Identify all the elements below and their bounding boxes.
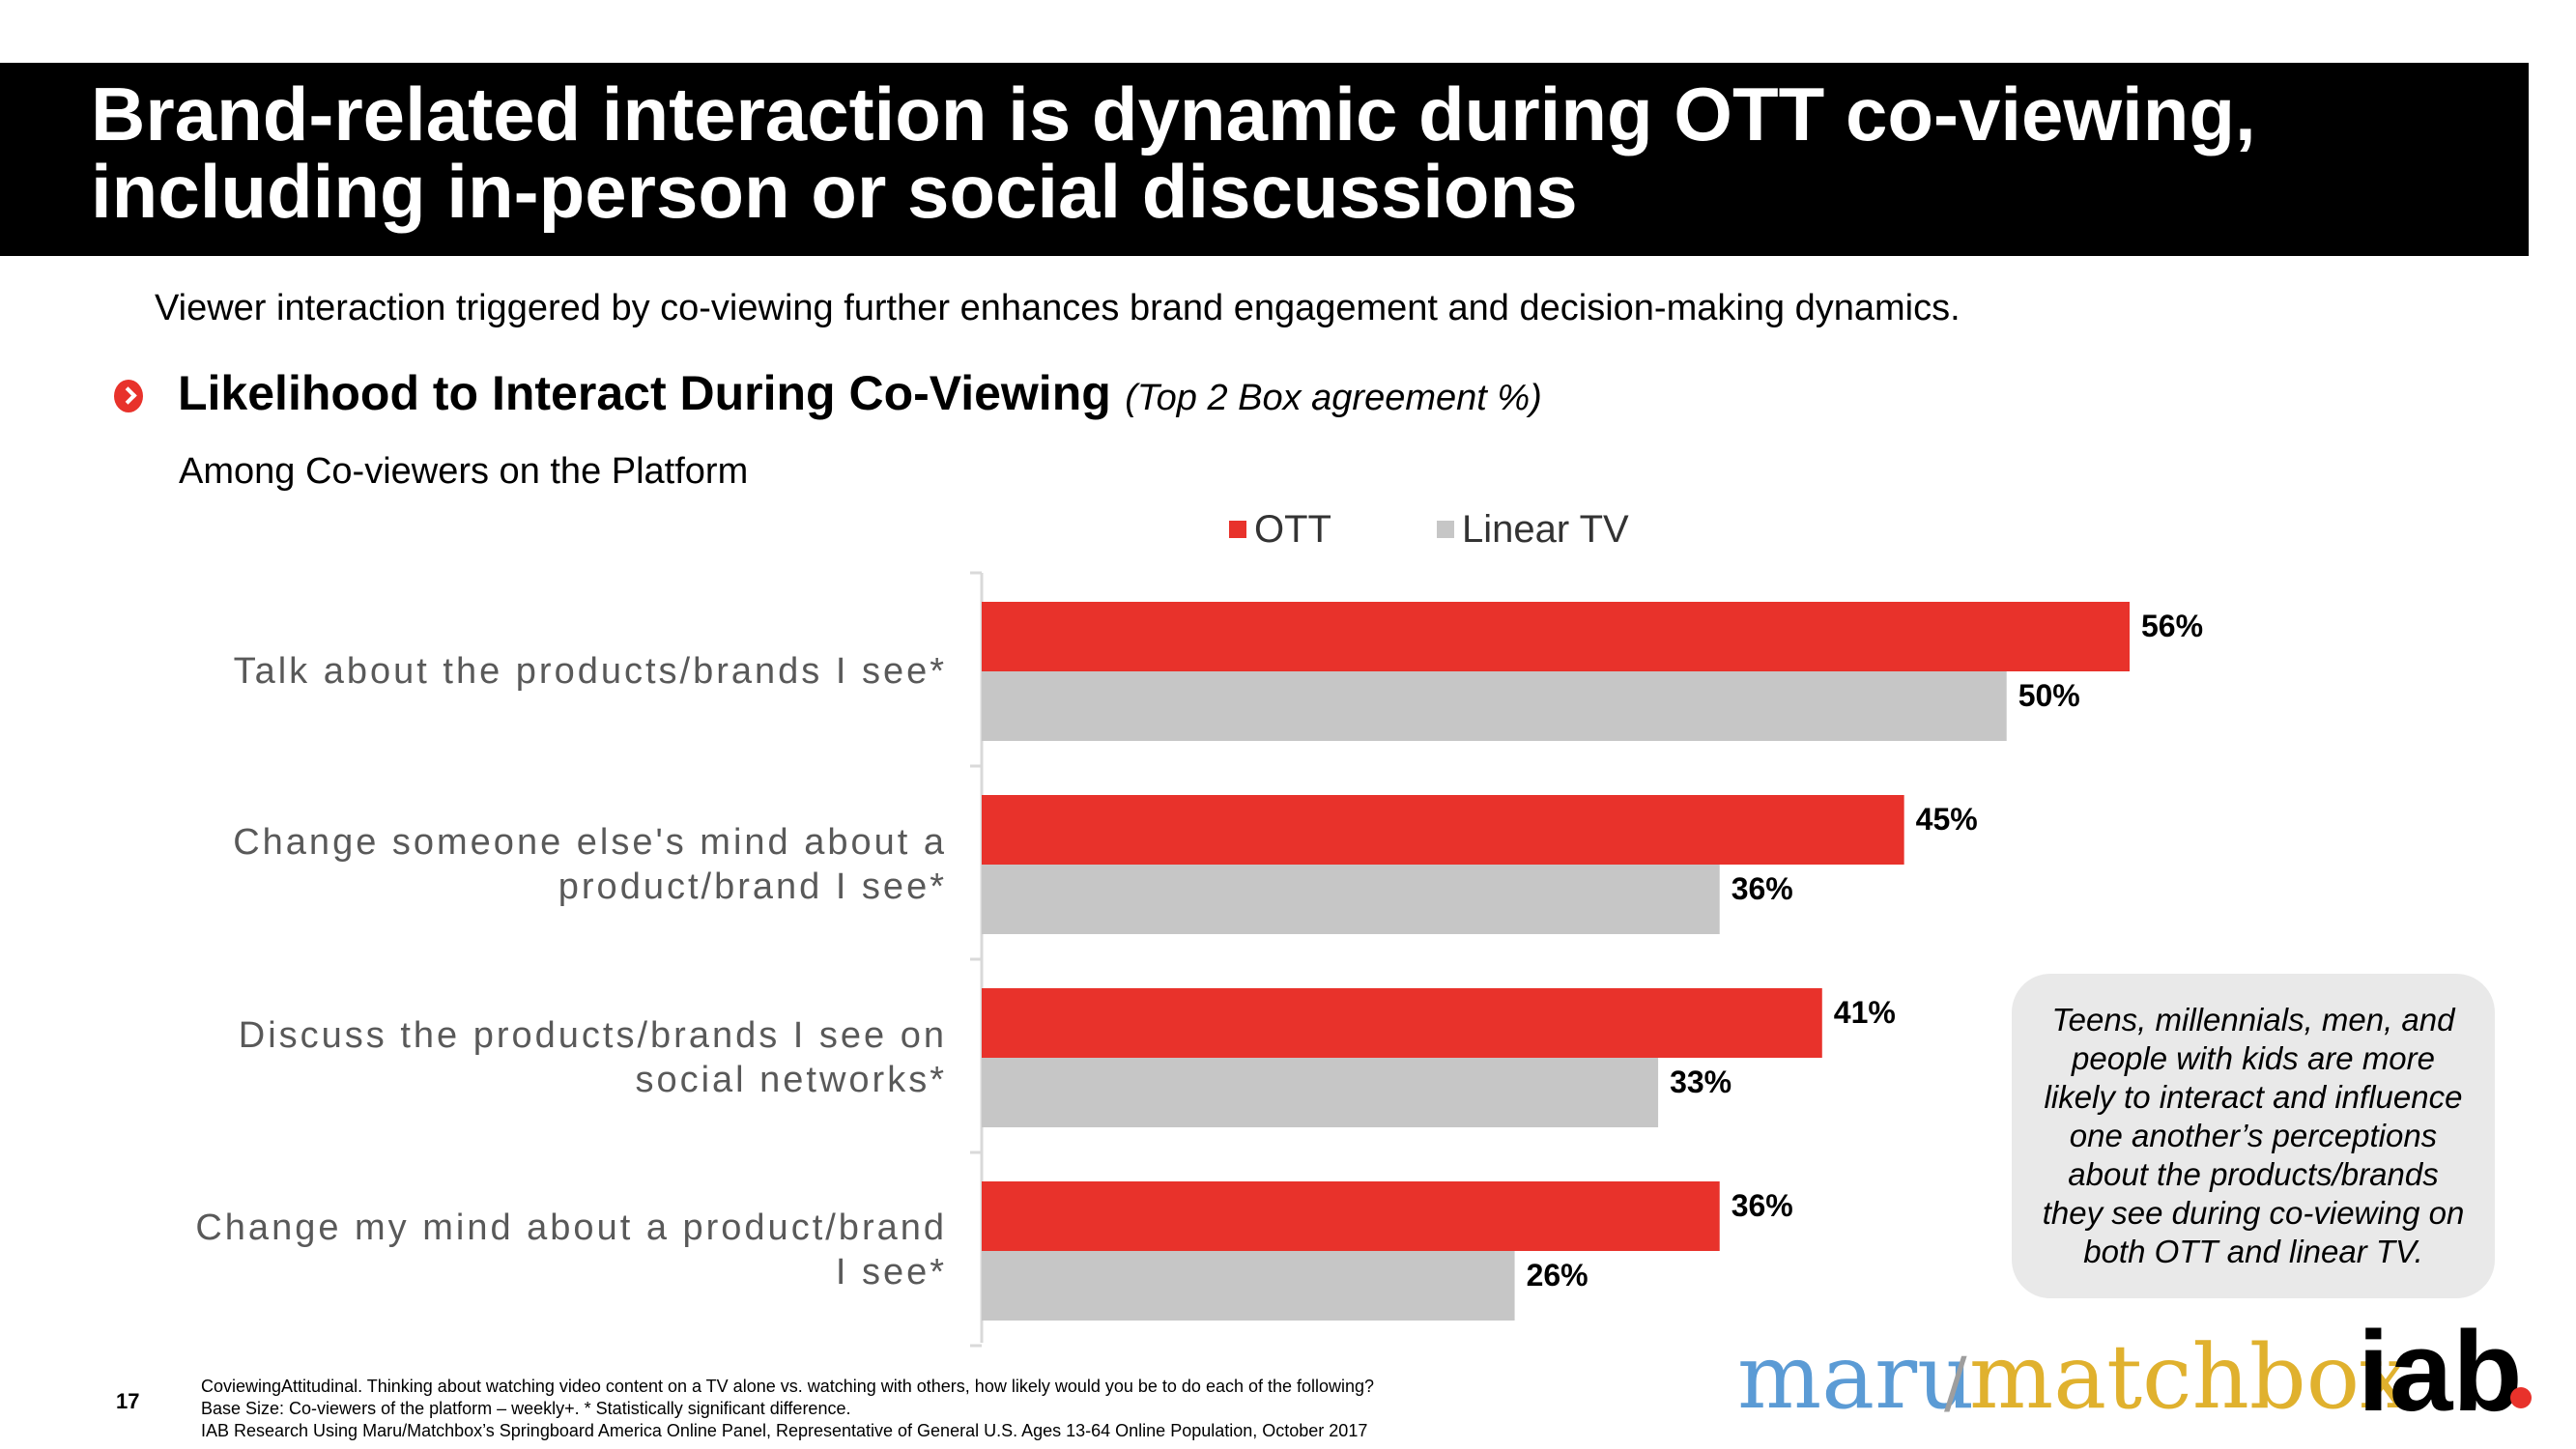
legend-swatch-linear — [1437, 521, 1454, 538]
maru-logo: maru — [1737, 1325, 1975, 1429]
legend-item-ott: OTT — [1229, 508, 1331, 551]
bar-ott — [982, 988, 1822, 1058]
page-subtitle: Viewer interaction triggered by co-viewi… — [155, 288, 1961, 328]
page-title: Brand-related interaction is dynamic dur… — [91, 75, 2506, 230]
title-line-1: Brand-related interaction is dynamic dur… — [91, 71, 2256, 156]
data-label: 50% — [2018, 678, 2080, 713]
data-label: 36% — [1732, 1188, 1793, 1223]
data-label: 36% — [1732, 871, 1793, 906]
logo-slash: / — [1944, 1343, 1967, 1422]
bar-linear — [982, 671, 2007, 741]
section-title-main: Likelihood to Interact During Co-Viewing — [178, 366, 1111, 420]
base-label: Among Co-viewers on the Platform — [179, 451, 749, 492]
section-title: Likelihood to Interact During Co-Viewing… — [178, 365, 1542, 421]
page-number: 17 — [116, 1389, 140, 1413]
bar-linear — [982, 1058, 1659, 1127]
matchbox-logo: matchbox — [1969, 1325, 2411, 1429]
callout-box: Teens, millennials, men, and people with… — [2012, 974, 2495, 1298]
iab-logo-dot — [2510, 1387, 2532, 1408]
chevron-bullet-icon — [114, 380, 143, 412]
footnote-question: CoviewingAttitudinal. Thinking about wat… — [201, 1377, 1375, 1396]
legend-label-linear: Linear TV — [1462, 507, 1629, 551]
data-label: 26% — [1527, 1258, 1589, 1293]
bar-ott — [982, 602, 2130, 671]
bar-linear — [982, 1251, 1515, 1321]
category-label: Talk about the products/brands I see* — [233, 651, 947, 692]
legend-label-ott: OTT — [1254, 507, 1331, 551]
legend-swatch-ott — [1229, 521, 1246, 538]
footnote-source: IAB Research Using Maru/Matchbox’s Sprin… — [201, 1421, 1368, 1440]
bar-linear — [982, 865, 1720, 934]
legend-item-linear: Linear TV — [1437, 508, 1629, 551]
category-label: Change my mind about a product/brand I s… — [195, 1208, 947, 1293]
data-label: 45% — [1916, 802, 1978, 837]
data-label: 33% — [1670, 1065, 1732, 1099]
data-label: 41% — [1834, 995, 1896, 1030]
bar-ott — [982, 795, 1904, 865]
footnotes: CoviewingAttitudinal. Thinking about wat… — [201, 1376, 1374, 1442]
category-label: Discuss the products/brands I see on soc… — [238, 1015, 947, 1100]
footnote-base: Base Size: Co-viewers of the platform – … — [201, 1399, 851, 1418]
section-title-qualifier: (Top 2 Box agreement %) — [1125, 378, 1542, 418]
bar-ott — [982, 1181, 1720, 1251]
title-bar — [0, 63, 2529, 256]
data-label: 56% — [2141, 609, 2203, 643]
title-line-2: including in-person or social discussion… — [91, 149, 1578, 234]
iab-logo: iab — [2358, 1308, 2523, 1435]
category-label: Change someone else's mind about a produ… — [233, 822, 947, 907]
